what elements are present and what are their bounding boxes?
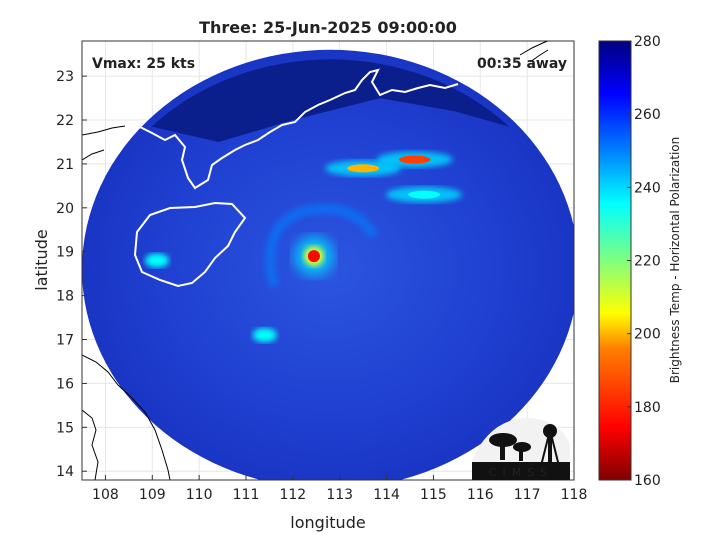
convective-band	[408, 190, 441, 199]
logo-text: CIMSS	[489, 466, 553, 479]
tower-icon	[543, 424, 557, 438]
axis-ticks: 108 109 110 111 112 113 114 115 116 117 118 14 15 16 1…	[56, 69, 587, 503]
y-tick-label: 20	[56, 201, 74, 217]
convective-band	[347, 164, 380, 173]
x-tick-label: 110	[186, 487, 213, 503]
y-tick-label: 21	[56, 157, 74, 173]
y-tick-label: 23	[56, 69, 74, 85]
x-tick-label: 118	[561, 487, 588, 503]
x-tick-label: 108	[92, 487, 119, 503]
colorbar	[598, 40, 632, 481]
spiral-band	[265, 203, 379, 288]
x-axis-label: longitude	[290, 513, 365, 532]
chart-title: Three: 25-Jun-2025 09:00:00	[199, 18, 457, 37]
y-axis-label: latitude	[32, 229, 51, 290]
convective-cell	[252, 328, 277, 343]
y-tick-label: 19	[56, 245, 74, 261]
x-tick-label: 114	[373, 487, 400, 503]
colorbar-tick-label: 220	[634, 254, 661, 270]
axes-frame	[81, 40, 575, 481]
x-tick-label: 117	[514, 487, 541, 503]
convective-cell	[144, 253, 169, 268]
convective-features	[144, 151, 463, 343]
coastline-in-swath	[132, 68, 459, 288]
colorbar-tick-label: 180	[634, 400, 661, 416]
colorbar-tick-label: 200	[634, 327, 661, 343]
x-tick-label: 112	[279, 487, 306, 503]
coastline-outside	[82, 41, 549, 480]
x-tick-label: 109	[139, 487, 166, 503]
colorbar-label: Brightness Temp - Horizontal Polarizatio…	[668, 137, 682, 384]
y-tick-label: 15	[56, 420, 74, 436]
vmax-label: Vmax: 25 kts	[92, 56, 195, 72]
y-tick-label: 22	[56, 113, 74, 129]
y-tick-label: 16	[56, 376, 74, 392]
swath-disk	[82, 49, 574, 480]
x-tick-label: 116	[467, 487, 494, 503]
colorbar-ticks: 160 180 200 220 240 260 280	[627, 34, 661, 489]
colorbar-tick-label: 160	[634, 473, 661, 489]
colorbar-tick-label: 240	[634, 180, 661, 196]
colorbar-tick-label: 280	[634, 34, 661, 50]
x-tick-label: 111	[233, 487, 260, 503]
convective-band	[398, 155, 431, 164]
x-tick-label: 115	[420, 487, 447, 503]
microwave-swath	[82, 41, 574, 480]
y-tick-label: 18	[56, 289, 74, 305]
colorbar-tick-label: 260	[634, 107, 661, 123]
y-tick-label: 14	[56, 464, 74, 480]
y-tick-label: 17	[56, 333, 74, 349]
storm-core	[307, 250, 320, 263]
cimss-logo: CIMSS	[472, 418, 570, 480]
x-tick-label: 113	[326, 487, 353, 503]
time-away-label: 00:35 away	[477, 56, 567, 72]
